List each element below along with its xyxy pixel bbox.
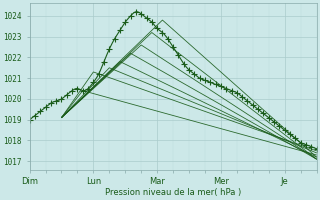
X-axis label: Pression niveau de la mer( hPa ): Pression niveau de la mer( hPa ) — [105, 188, 241, 197]
